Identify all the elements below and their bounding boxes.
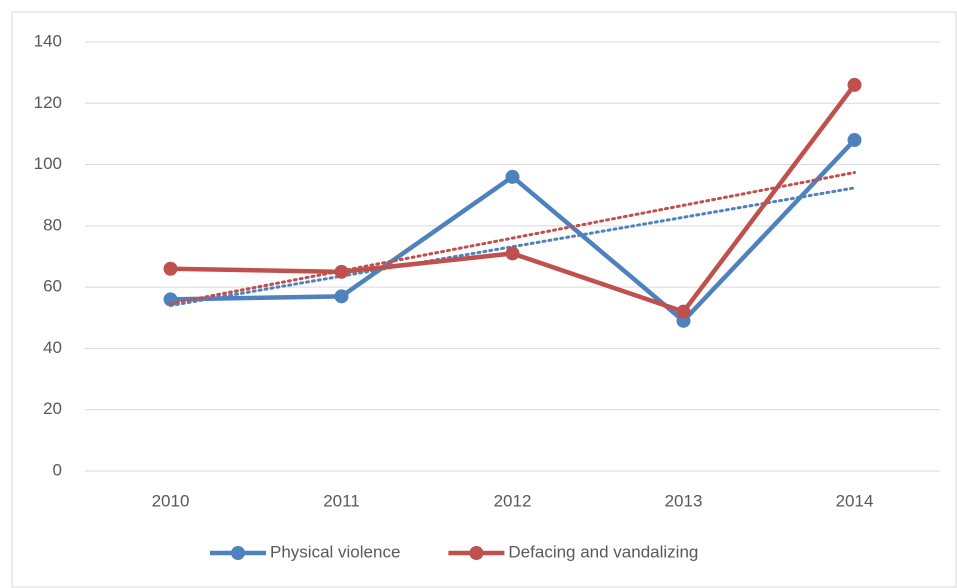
x-tick-label: 2014: [836, 491, 874, 510]
x-tick-label: 2013: [665, 491, 703, 510]
data-point: [847, 133, 862, 148]
y-tick-label: 40: [43, 338, 62, 357]
x-tick-label: 2010: [152, 491, 190, 510]
data-point: [163, 292, 178, 307]
y-tick-label: 140: [34, 31, 62, 50]
legend-label: Defacing and vandalizing: [508, 542, 698, 561]
x-tick-label: 2012: [494, 491, 532, 510]
data-point: [334, 289, 349, 304]
data-point: [505, 169, 520, 184]
data-point: [505, 246, 520, 261]
y-tick-label: 20: [43, 399, 62, 418]
legend-marker: [469, 546, 484, 560]
y-tick-label: 60: [43, 277, 62, 296]
y-tick-label: 100: [34, 154, 62, 173]
x-tick-label: 2011: [323, 491, 360, 510]
data-point: [334, 264, 349, 279]
trendline: [169, 171, 856, 306]
data-point: [847, 77, 862, 92]
legend-label: Physical violence: [270, 542, 400, 561]
y-tick-label: 120: [34, 93, 62, 112]
data-point: [676, 304, 691, 319]
y-tick-label: 0: [53, 460, 62, 479]
legend-marker: [231, 546, 245, 560]
data-point: [163, 261, 178, 276]
y-tick-label: 80: [43, 215, 62, 234]
